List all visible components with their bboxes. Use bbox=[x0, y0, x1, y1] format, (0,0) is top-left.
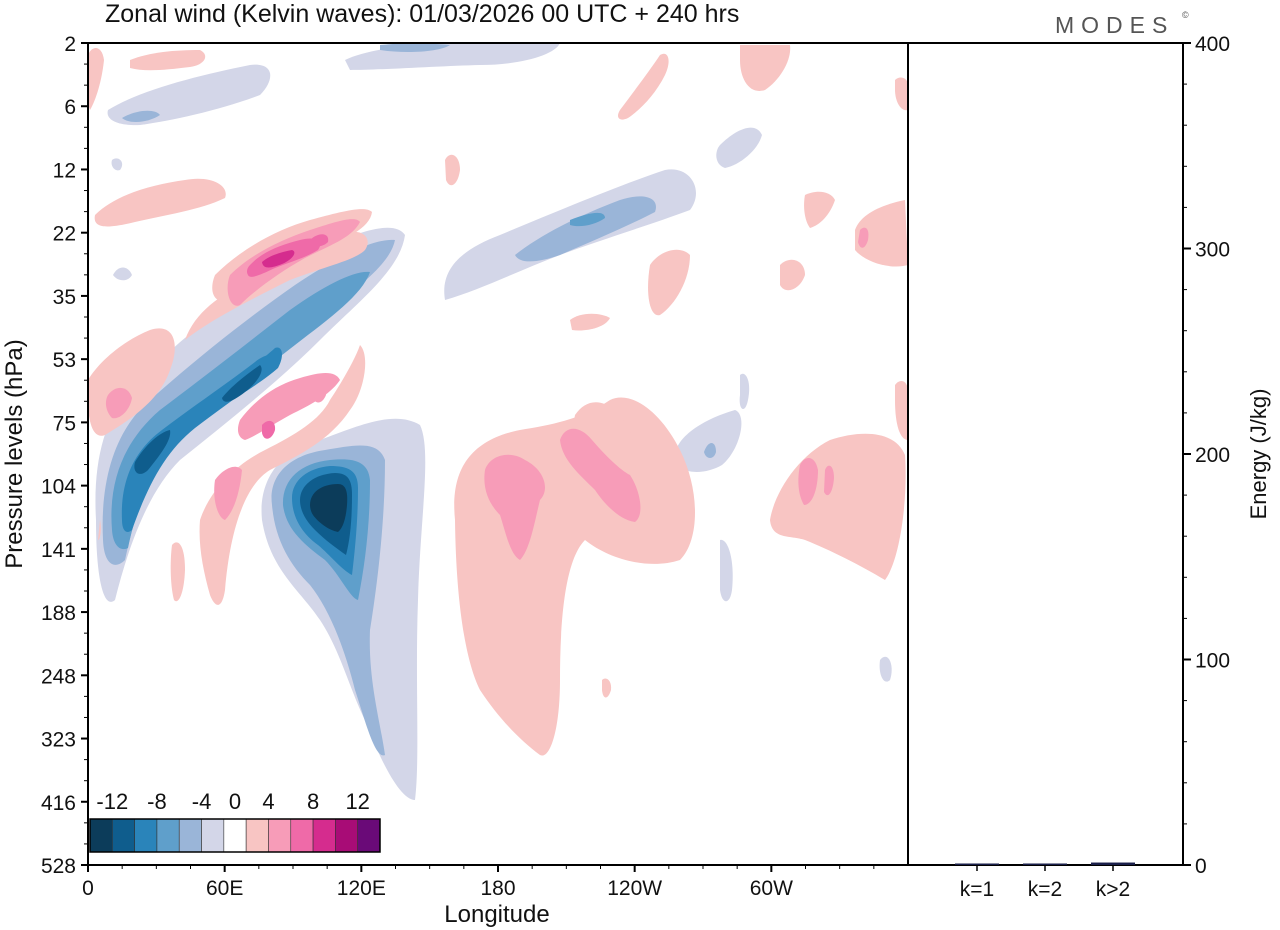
energy-tick-label: 300 bbox=[1195, 239, 1230, 262]
y-tick-label: 248 bbox=[41, 665, 76, 688]
y-tick-label: 6 bbox=[64, 96, 76, 119]
colorbar-label: -8 bbox=[147, 789, 167, 814]
colorbar bbox=[89, 818, 381, 853]
energy-tick-label: 0 bbox=[1195, 855, 1207, 878]
x-tick-label: 120E bbox=[337, 877, 386, 900]
negative-core-region bbox=[310, 484, 348, 532]
colorbar-swatch bbox=[112, 818, 135, 853]
x-tick-label: 60W bbox=[750, 877, 793, 900]
y-tick-label: 12 bbox=[53, 159, 76, 182]
energy-axis-label: Energy (J/kg) bbox=[1246, 389, 1271, 520]
chart-title: Zonal wind (Kelvin waves): 01/03/2026 00… bbox=[105, 0, 739, 28]
pressure-axis: 2 6 12 22 35 53 75 104 141 188 248 323 416 528 bbox=[41, 33, 88, 878]
colorbar-label: 0 bbox=[229, 789, 241, 814]
contour-field bbox=[88, 43, 908, 865]
energy-axis: 0 100 200 300 400 bbox=[1183, 33, 1230, 878]
y-tick-label: 416 bbox=[41, 792, 76, 815]
colorbar-swatch bbox=[178, 818, 202, 853]
y-tick-label: 528 bbox=[41, 855, 76, 878]
energy-tick-label: 400 bbox=[1195, 33, 1230, 56]
energy-categories: k=1 k=2 k>2 bbox=[960, 865, 1130, 901]
energy-cat-label: k=1 bbox=[960, 878, 994, 901]
y-axis-label: Pressure levels (hPa) bbox=[1, 339, 28, 568]
colorbar-labels: -12 -8 -4 0 4 8 12 bbox=[96, 789, 370, 814]
y-tick-label: 104 bbox=[41, 476, 76, 499]
energy-bar bbox=[955, 863, 999, 865]
energy-bar bbox=[1023, 863, 1067, 865]
colorbar-swatch bbox=[357, 818, 381, 853]
x-tick-label: 120W bbox=[607, 877, 662, 900]
colorbar-swatch bbox=[201, 818, 225, 853]
colorbar-swatch bbox=[245, 818, 269, 853]
y-tick-label: 35 bbox=[53, 286, 76, 309]
energy-cat-label: k=2 bbox=[1028, 878, 1062, 901]
energy-bars bbox=[955, 862, 1135, 865]
y-tick-label: 53 bbox=[53, 349, 76, 372]
energy-bar bbox=[1091, 862, 1135, 865]
x-tick-label: 0 bbox=[82, 877, 94, 900]
colorbar-label: -4 bbox=[192, 789, 212, 814]
colorbar-swatch bbox=[156, 818, 180, 853]
x-tick-label: 180 bbox=[480, 877, 515, 900]
y-tick-label: 22 bbox=[53, 223, 76, 246]
colorbar-swatch bbox=[290, 818, 314, 853]
x-tick-label: 60E bbox=[206, 877, 243, 900]
y-tick-label: 323 bbox=[41, 729, 76, 752]
colorbar-swatch bbox=[312, 818, 336, 853]
colorbar-label: 4 bbox=[262, 789, 274, 814]
y-tick-label: 75 bbox=[53, 412, 76, 435]
colorbar-label: 12 bbox=[345, 789, 369, 814]
colorbar-swatch bbox=[268, 818, 292, 853]
brand-logo: MODES bbox=[1055, 12, 1174, 38]
colorbar-label: 8 bbox=[307, 789, 319, 814]
energy-tick-label: 100 bbox=[1195, 650, 1230, 673]
colorbar-swatch bbox=[89, 818, 113, 853]
colorbar-swatch bbox=[134, 818, 158, 853]
colorbar-swatch bbox=[223, 818, 247, 853]
colorbar-swatch bbox=[335, 818, 358, 853]
colorbar-label: -12 bbox=[96, 789, 128, 814]
x-axis-label: Longitude bbox=[444, 901, 549, 928]
colorbar-frame bbox=[89, 818, 381, 853]
positive-core-region bbox=[262, 250, 295, 268]
longitude-axis: 0 60E 120E 180 120W 60W bbox=[82, 865, 875, 900]
y-tick-label: 188 bbox=[41, 602, 76, 625]
y-tick-label: 2 bbox=[64, 33, 76, 56]
energy-panel-frame bbox=[907, 42, 1184, 866]
energy-tick-label: 200 bbox=[1195, 444, 1230, 467]
energy-cat-label: k>2 bbox=[1096, 878, 1130, 901]
brand-mark: © bbox=[1182, 10, 1189, 20]
y-tick-label: 141 bbox=[41, 539, 76, 562]
